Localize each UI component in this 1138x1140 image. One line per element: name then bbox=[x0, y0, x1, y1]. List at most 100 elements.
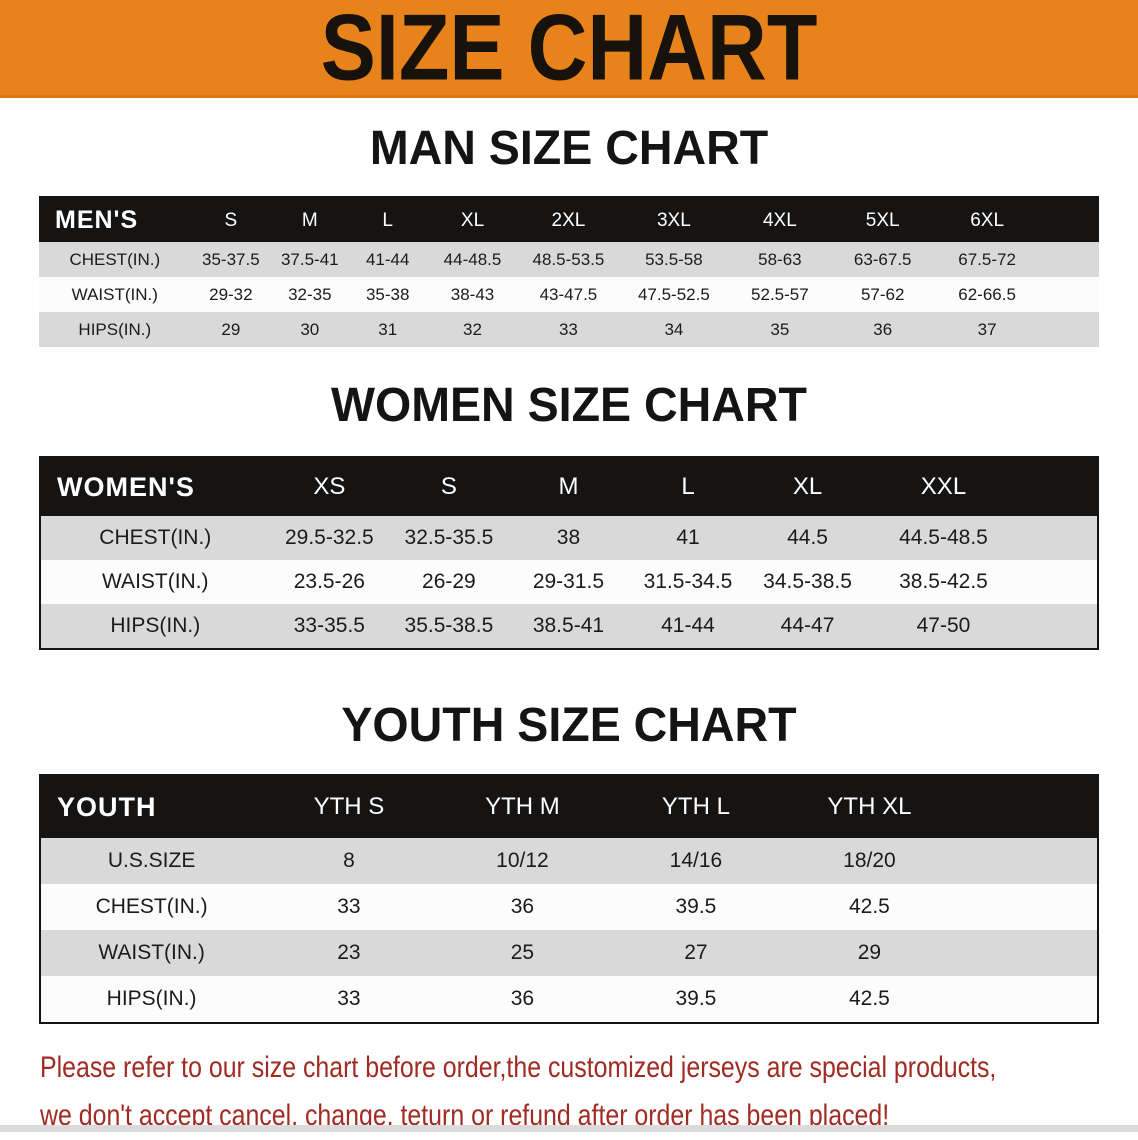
size-value: 38 bbox=[556, 526, 581, 549]
size-chart-banner: SIZE CHART bbox=[0, 0, 1138, 98]
size-value: 36 bbox=[873, 319, 893, 339]
size-value bbox=[956, 930, 1098, 976]
size-value bbox=[1040, 277, 1099, 312]
size-value: 37 bbox=[977, 319, 997, 339]
table-row: HIPS(IN.) 33-35.5 35.5-38.5 38.5-41 41-44 44-… bbox=[40, 604, 1098, 649]
size-value: 67.5-72 bbox=[958, 249, 1016, 269]
size-value bbox=[1040, 312, 1099, 347]
size-column-header: S bbox=[190, 197, 272, 242]
row-label: WAIST(IN.) bbox=[98, 941, 205, 964]
size-value: 42.5 bbox=[848, 987, 890, 1010]
size-value: 33 bbox=[337, 987, 361, 1010]
size-value: 52.5-57 bbox=[751, 284, 809, 304]
size-value: 39.5 bbox=[675, 987, 717, 1010]
size-value: 29-31.5 bbox=[532, 570, 605, 593]
size-value bbox=[1020, 604, 1098, 649]
size-column-header: XXL bbox=[867, 457, 1020, 516]
table-header-row: YOUTH YTH S YTH M YTH L YTH XL bbox=[40, 775, 1098, 838]
size-value: 44.5 bbox=[787, 526, 828, 549]
table-row: U.S.SIZE 8 10/12 14/16 18/20 bbox=[40, 838, 1098, 884]
size-value: 42.5 bbox=[848, 895, 890, 918]
size-column-header: L bbox=[628, 457, 748, 516]
size-column-header: 3XL bbox=[618, 197, 730, 242]
size-column-header: 4XL bbox=[729, 197, 831, 242]
size-column-header: 5XL bbox=[830, 197, 935, 242]
row-label: HIPS(IN.) bbox=[110, 614, 201, 637]
size-value: 29.5-32.5 bbox=[284, 526, 374, 549]
size-value: 23 bbox=[337, 941, 361, 964]
size-value bbox=[1020, 516, 1098, 560]
size-value: 44-47 bbox=[780, 614, 835, 637]
table-header-row: MEN'S S M L XL 2XL 3XL 4XL 5XL 6XL bbox=[39, 197, 1099, 242]
size-value: 48.5-53.5 bbox=[532, 249, 605, 269]
size-column-header bbox=[1019, 457, 1098, 516]
size-value bbox=[1040, 242, 1099, 277]
men-size-table: MEN'S S M L XL 2XL 3XL 4XL 5XL 6XL CHEST(IN.) 35-37… bbox=[39, 196, 1099, 347]
size-column-header: M bbox=[508, 457, 629, 516]
size-column-header: L bbox=[348, 197, 427, 242]
size-value: 35.5-38.5 bbox=[404, 614, 494, 637]
table-header-row: WOMEN'S XS S M L XL XXL bbox=[40, 457, 1098, 516]
size-column-header: YTH S bbox=[262, 775, 436, 838]
table-row: CHEST(IN.) 29.5-32.5 32.5-35.5 38 41 44.5 44.5… bbox=[40, 516, 1098, 560]
size-value: 34 bbox=[664, 319, 684, 339]
row-label: HIPS(IN.) bbox=[106, 987, 197, 1010]
size-value bbox=[956, 884, 1098, 930]
size-value bbox=[1020, 560, 1098, 604]
size-value: 38-43 bbox=[450, 284, 495, 304]
size-value: 31.5-34.5 bbox=[643, 570, 733, 593]
size-value: 37.5-41 bbox=[280, 249, 339, 269]
size-column-header: YTH XL bbox=[782, 775, 957, 838]
table-row: HIPS(IN.) 33 36 39.5 42.5 bbox=[40, 976, 1098, 1023]
youth-size-chart-heading: YOUTH SIZE CHART bbox=[341, 699, 797, 752]
size-value: 29 bbox=[857, 941, 882, 964]
size-value: 41-44 bbox=[365, 249, 410, 269]
table-title-cell: WOMEN'S bbox=[40, 457, 270, 516]
table-title-cell: YOUTH bbox=[40, 775, 263, 838]
size-value: 38.5-42.5 bbox=[899, 570, 988, 593]
table-row: WAIST(IN.) 23 25 27 29 bbox=[40, 930, 1098, 976]
size-column-header: XL bbox=[747, 457, 868, 516]
size-value: 29 bbox=[221, 319, 241, 339]
row-label: WAIST(IN.) bbox=[102, 570, 209, 593]
size-value: 47-50 bbox=[916, 614, 971, 637]
size-column-header: 2XL bbox=[518, 197, 619, 242]
row-label: CHEST(IN.) bbox=[69, 249, 161, 269]
size-column-header bbox=[956, 775, 1098, 838]
size-value: 27 bbox=[684, 941, 708, 964]
table-row: WAIST(IN.) 29-32 32-35 35-38 38-43 43-47.5 47.… bbox=[39, 277, 1099, 312]
size-value: 32-35 bbox=[288, 284, 332, 304]
disclaimer-line-1: Please refer to our size chart before or… bbox=[40, 1051, 997, 1084]
row-label: CHEST(IN.) bbox=[99, 526, 212, 549]
size-column-header: XS bbox=[269, 457, 390, 516]
size-value: 18/20 bbox=[843, 849, 896, 872]
row-label: HIPS(IN.) bbox=[78, 319, 152, 339]
size-value: 35 bbox=[770, 319, 790, 339]
size-value: 25 bbox=[510, 941, 535, 964]
size-value: 62-66.5 bbox=[958, 284, 1016, 304]
size-value: 33-35.5 bbox=[293, 614, 365, 637]
size-value: 36 bbox=[510, 987, 535, 1010]
size-value: 10/12 bbox=[496, 849, 549, 872]
women-size-chart-heading: WOMEN SIZE CHART bbox=[331, 379, 807, 432]
size-value: 57-62 bbox=[860, 284, 905, 304]
size-value: 26-29 bbox=[422, 570, 476, 593]
table-title-cell: MEN'S bbox=[39, 197, 191, 242]
size-value: 44.5-48.5 bbox=[899, 526, 988, 549]
size-column-header: YTH M bbox=[435, 775, 610, 838]
size-value: 47.5-52.5 bbox=[637, 284, 710, 304]
table-row: HIPS(IN.) 29 30 31 32 33 34 35 36 37 bbox=[39, 312, 1099, 347]
size-value: 23.5-26 bbox=[293, 570, 365, 593]
table-row: WAIST(IN.) 23.5-26 26-29 29-31.5 31.5-34.5 34… bbox=[40, 560, 1098, 604]
size-value: 63-67.5 bbox=[853, 249, 912, 269]
size-value: 35-38 bbox=[365, 284, 410, 304]
size-value: 39.5 bbox=[675, 895, 717, 918]
size-value: 41 bbox=[676, 526, 700, 549]
table-row: CHEST(IN.) 33 36 39.5 42.5 bbox=[40, 884, 1098, 930]
size-value: 35-37.5 bbox=[202, 249, 260, 269]
size-column-header bbox=[1039, 197, 1099, 242]
size-value bbox=[956, 838, 1098, 884]
size-value: 31 bbox=[378, 319, 398, 339]
size-value: 53.5-58 bbox=[645, 249, 703, 269]
size-column-header: YTH L bbox=[609, 775, 783, 838]
